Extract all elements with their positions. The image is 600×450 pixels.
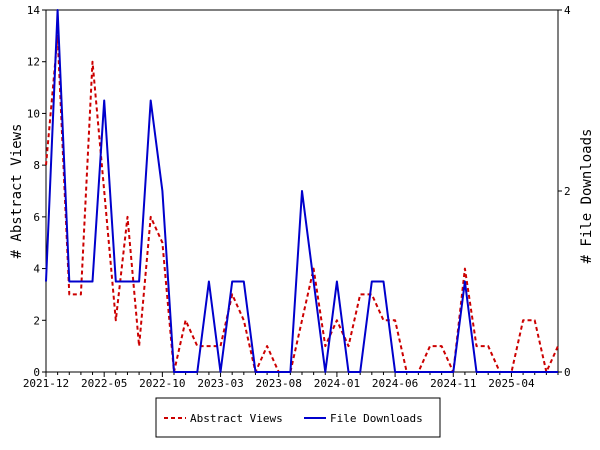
x-tick-label: 2023-03 (197, 377, 243, 390)
series-line-file-downloads (45, 9, 558, 373)
legend-box (155, 397, 441, 438)
x-tick-label: 2024-06 (372, 377, 418, 390)
y2-tick-label: 2 (564, 185, 571, 198)
y-tick-label: 4 (33, 263, 40, 276)
x-tick-label: 2022-05 (81, 377, 127, 390)
y-tick-label: 12 (27, 56, 40, 69)
y-axis-ticks: 0 2 4 6 8 10 12 14 (27, 4, 46, 379)
y-tick-label: 2 (33, 314, 40, 327)
y-tick-label: 0 (33, 366, 40, 379)
legend-label-abstract-views: Abstract Views (190, 412, 283, 425)
y2-axis-ticks: 0 2 4 (558, 4, 571, 379)
y-axis-title: # Abstract Views (9, 124, 25, 259)
y-tick-label: 10 (27, 107, 40, 120)
x-tick-label: 2025-04 (488, 377, 535, 390)
y-tick-label: 14 (27, 4, 41, 17)
series-lines (45, 9, 559, 373)
y-tick-label: 6 (33, 211, 40, 224)
x-tick-label: 2024-11 (430, 377, 476, 390)
legend-label-file-downloads: File Downloads (330, 412, 423, 425)
y2-tick-label: 0 (564, 366, 571, 379)
y2-tick-label: 4 (564, 4, 571, 17)
y2-axis-title: # File Downloads (579, 129, 595, 264)
series-line-abstract-views (45, 34, 559, 373)
x-tick-label: 2021-12 (23, 377, 69, 390)
x-tick-label: 2022-10 (139, 377, 185, 390)
x-tick-label: 2023-08 (256, 377, 302, 390)
y-tick-label: 8 (33, 159, 40, 172)
x-tick-label: 2024-01 (314, 377, 360, 390)
x-axis-ticks: 2021-12 2022-05 2022-10 2023-03 2023-08 2024-… (23, 372, 559, 390)
legend: Abstract Views File Downloads (155, 397, 441, 438)
